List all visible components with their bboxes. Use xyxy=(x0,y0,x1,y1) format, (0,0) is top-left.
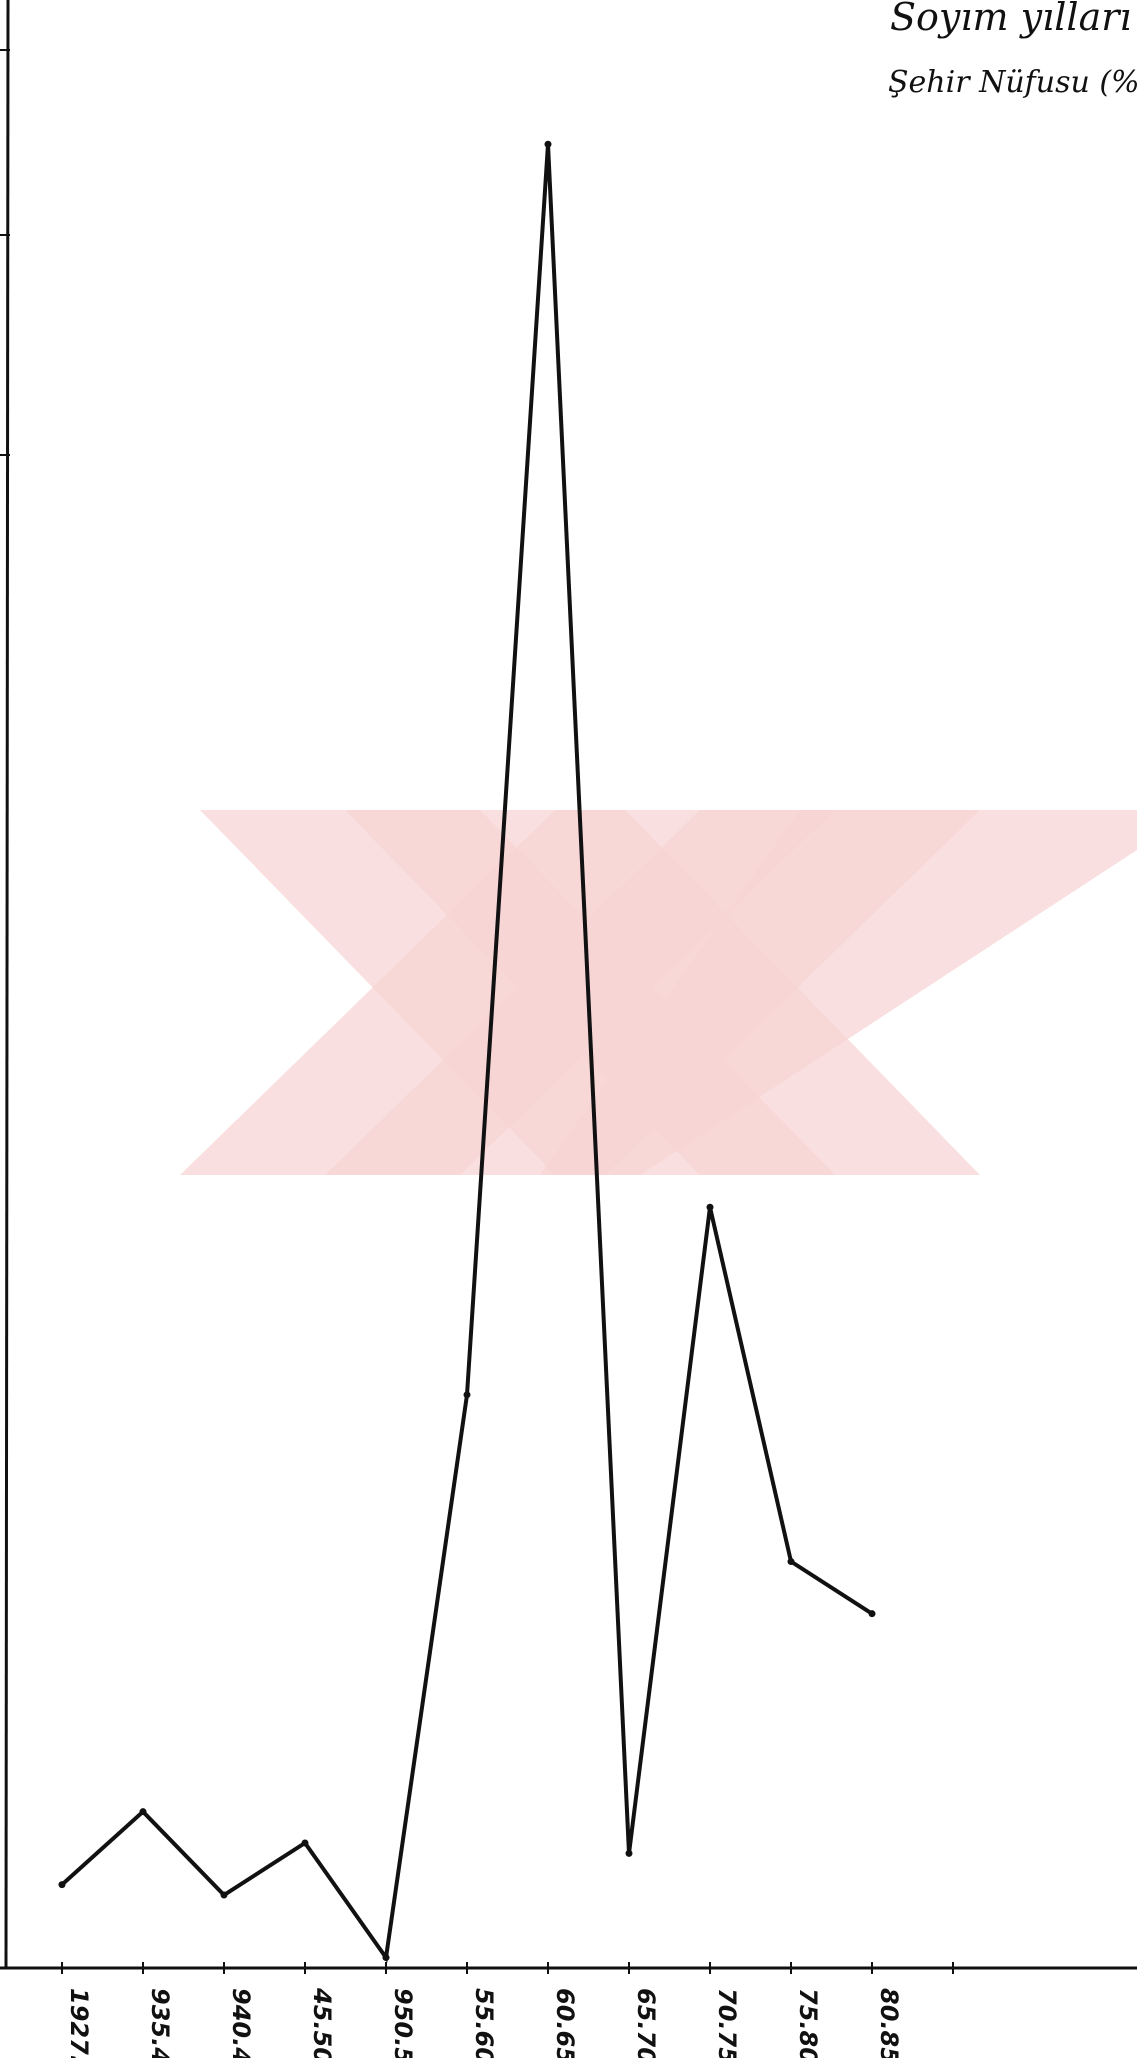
data-point-3 xyxy=(220,1891,228,1899)
data-point-4 xyxy=(301,1839,309,1847)
watermark-stroke-5 xyxy=(540,810,1137,1175)
data-point-11 xyxy=(868,1610,876,1618)
data-point-7 xyxy=(544,140,552,148)
x-tick-label-4: 45.50 xyxy=(308,1987,336,2058)
chart-title: Soyım yılları xyxy=(890,0,1132,39)
data-point-2 xyxy=(139,1808,147,1816)
x-tick-label-2: 935.40 xyxy=(146,1988,174,2058)
data-point-8 xyxy=(625,1849,633,1857)
data-point-1 xyxy=(58,1881,66,1889)
x-tick-labels: 1927.35 935.40 940.45 45.50 950.55 55.60 60.65… xyxy=(65,1987,903,2058)
data-point-10 xyxy=(787,1558,795,1566)
x-tick-label-11: 80.85 xyxy=(875,1988,903,2058)
data-points xyxy=(58,140,876,1962)
x-tick-label-1: 1927.35 xyxy=(65,1988,93,2058)
data-point-6 xyxy=(463,1391,471,1399)
y-axis-ticks xyxy=(0,49,10,456)
watermark-logo xyxy=(180,810,1137,1175)
x-tick-label-8: 65.70 xyxy=(632,1988,660,2058)
data-point-9 xyxy=(706,1203,714,1211)
x-tick-label-7: 60.65 xyxy=(551,1988,579,2058)
x-tick-label-9: 70.75 xyxy=(713,1988,741,2058)
y-axis xyxy=(4,0,10,1969)
x-axis-ticks xyxy=(61,1962,954,1974)
data-point-5 xyxy=(382,1954,390,1962)
x-tick-label-3: 940.45 xyxy=(227,1988,255,2058)
x-tick-label-6: 55.60 xyxy=(470,1988,498,2058)
x-tick-label-10: 75.80 xyxy=(794,1988,822,2058)
y-axis-label: Şehir Nüfusu (% olarak) xyxy=(888,65,1137,100)
x-tick-label-5: 950.55 xyxy=(389,1988,417,2058)
